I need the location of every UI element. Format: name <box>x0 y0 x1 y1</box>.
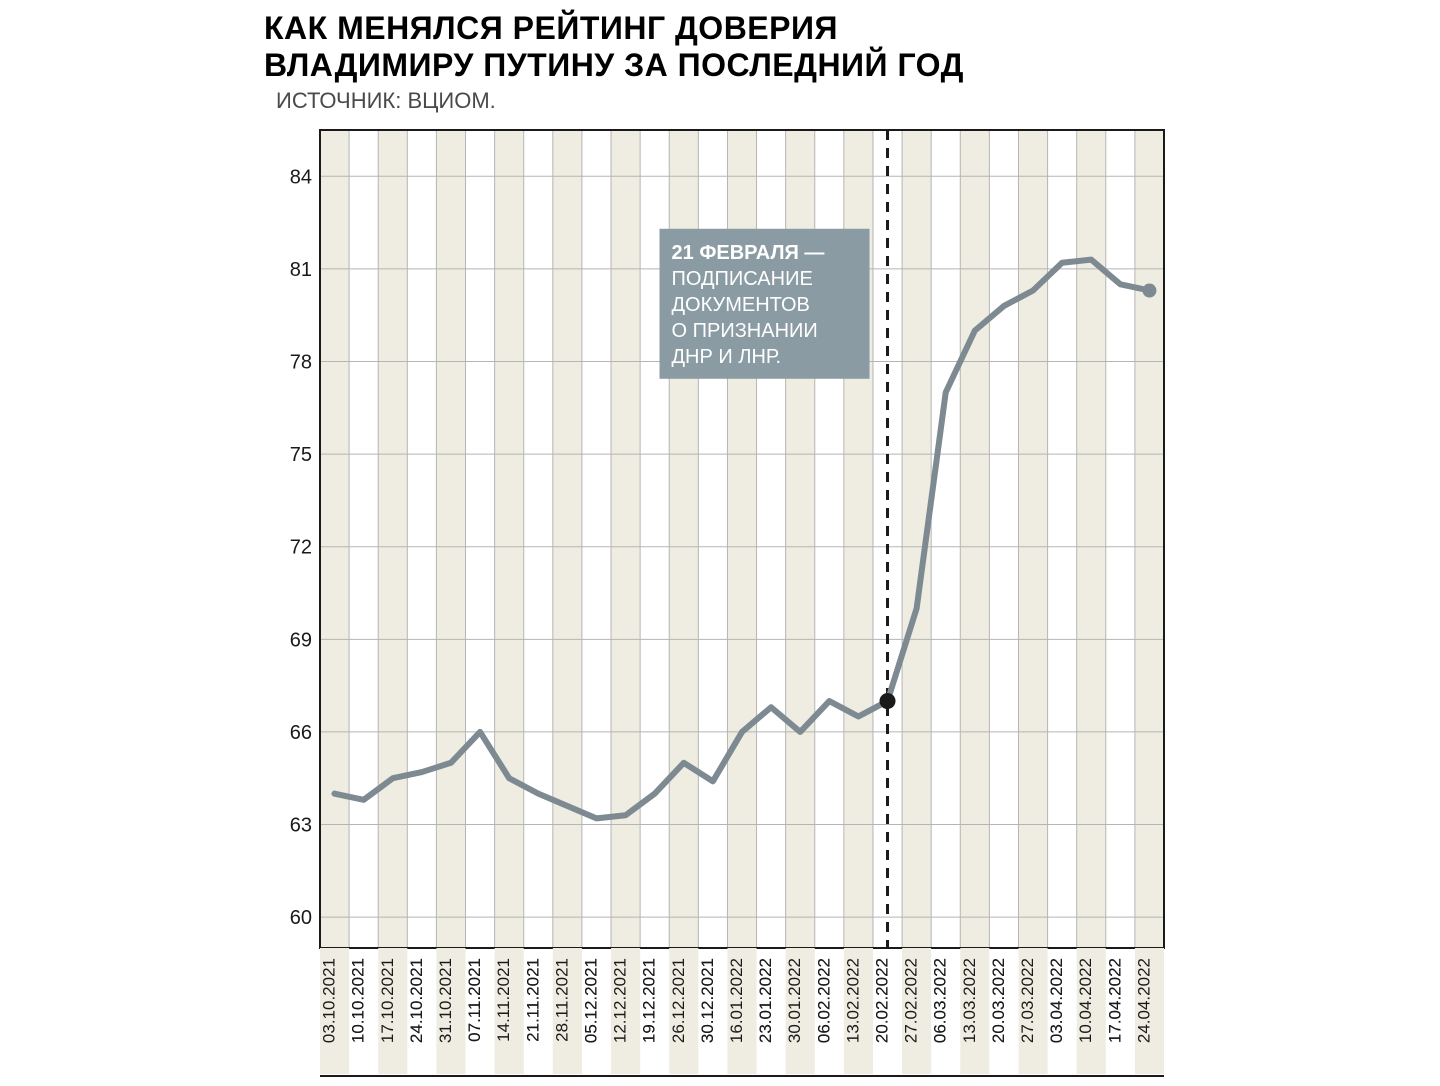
svg-text:20.02.2022: 20.02.2022 <box>873 958 892 1043</box>
svg-text:17.10.2021: 17.10.2021 <box>378 958 397 1043</box>
svg-text:26.12.2021: 26.12.2021 <box>669 958 688 1043</box>
svg-text:27.02.2022: 27.02.2022 <box>902 958 921 1043</box>
svg-text:66: 66 <box>290 722 312 744</box>
svg-text:24.10.2021: 24.10.2021 <box>407 958 426 1043</box>
svg-text:16.01.2022: 16.01.2022 <box>727 958 746 1043</box>
svg-text:ПОДПИСАНИЕ: ПОДПИСАНИЕ <box>672 267 813 289</box>
svg-text:28.11.2021: 28.11.2021 <box>552 958 571 1042</box>
svg-text:69: 69 <box>290 629 312 651</box>
svg-text:14.11.2021: 14.11.2021 <box>494 958 513 1042</box>
svg-text:10.10.2021: 10.10.2021 <box>349 958 368 1043</box>
svg-text:10.04.2022: 10.04.2022 <box>1076 958 1095 1043</box>
svg-text:21.11.2021: 21.11.2021 <box>523 958 542 1042</box>
svg-text:81: 81 <box>290 258 312 280</box>
svg-text:72: 72 <box>290 536 312 558</box>
svg-text:12.12.2021: 12.12.2021 <box>611 958 630 1043</box>
svg-text:31.10.2021: 31.10.2021 <box>436 958 455 1043</box>
svg-text:03.10.2021: 03.10.2021 <box>320 958 339 1043</box>
title-line-2: ВЛАДИМИРУ ПУТИНУ ЗА ПОСЛЕДНИЙ ГОД <box>264 47 964 83</box>
chart-source: ИСТОЧНИК: ВЦИОМ. <box>276 88 1176 114</box>
svg-text:05.12.2021: 05.12.2021 <box>581 958 600 1043</box>
title-line-1: КАК МЕНЯЛСЯ РЕЙТИНГ ДОВЕРИЯ <box>264 10 838 46</box>
chart-svg: 60 63 66 69 72 75 78 81 84 03.10.2021 10.10.2021 17… <box>264 120 1176 1080</box>
svg-text:30.12.2021: 30.12.2021 <box>698 958 717 1043</box>
svg-text:21 ФЕВРАЛЯ —: 21 ФЕВРАЛЯ — <box>672 241 825 263</box>
svg-text:ДНР И ЛНР.: ДНР И ЛНР. <box>672 345 782 367</box>
svg-text:75: 75 <box>290 444 312 466</box>
svg-text:63: 63 <box>290 814 312 836</box>
svg-text:06.02.2022: 06.02.2022 <box>814 958 833 1043</box>
chart-container: КАК МЕНЯЛСЯ РЕЙТИНГ ДОВЕРИЯ ВЛАДИМИРУ ПУ… <box>264 10 1176 1085</box>
svg-text:03.04.2022: 03.04.2022 <box>1047 958 1066 1043</box>
svg-text:20.03.2022: 20.03.2022 <box>989 958 1008 1043</box>
chart-title: КАК МЕНЯЛСЯ РЕЙТИНГ ДОВЕРИЯ ВЛАДИМИРУ ПУ… <box>264 10 1176 84</box>
svg-text:27.03.2022: 27.03.2022 <box>1018 958 1037 1043</box>
svg-text:23.01.2022: 23.01.2022 <box>756 958 775 1043</box>
svg-text:30.01.2022: 30.01.2022 <box>785 958 804 1043</box>
svg-text:ДОКУМЕНТОВ: ДОКУМЕНТОВ <box>672 293 810 315</box>
line-chart: 60 63 66 69 72 75 78 81 84 03.10.2021 10.10.2021 17… <box>264 120 1176 1085</box>
svg-text:17.04.2022: 17.04.2022 <box>1105 958 1124 1043</box>
svg-text:13.03.2022: 13.03.2022 <box>960 958 979 1043</box>
svg-text:84: 84 <box>290 166 312 188</box>
svg-text:07.11.2021: 07.11.2021 <box>465 958 484 1042</box>
svg-text:О ПРИЗНАНИИ: О ПРИЗНАНИИ <box>672 319 818 341</box>
svg-text:19.12.2021: 19.12.2021 <box>640 958 659 1043</box>
svg-text:60: 60 <box>290 907 312 929</box>
svg-text:24.04.2022: 24.04.2022 <box>1134 958 1153 1043</box>
svg-text:78: 78 <box>290 351 312 373</box>
svg-text:13.02.2022: 13.02.2022 <box>843 958 862 1043</box>
svg-text:06.03.2022: 06.03.2022 <box>931 958 950 1043</box>
